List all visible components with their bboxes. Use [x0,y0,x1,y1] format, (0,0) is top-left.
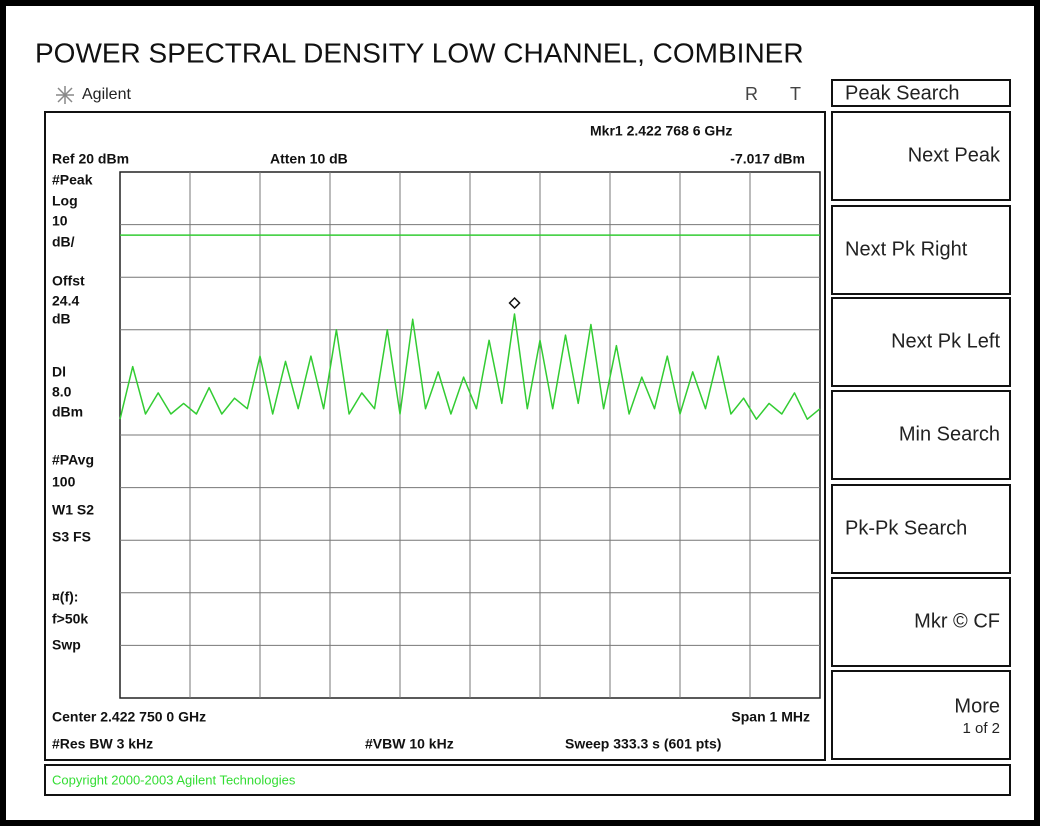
page-title: POWER SPECTRAL DENSITY LOW CHANNEL, COMB… [35,37,804,68]
softkey[interactable] [831,111,1011,201]
marker-diamond [508,296,521,310]
side-label: f>50k [52,611,88,627]
softkey-label: Min Search [899,423,1000,445]
softkey-label: Next Pk Right [845,238,968,260]
softkey-title-box [831,79,1011,107]
side-label: Offst [52,273,85,289]
softkey-label: Next Pk Left [891,330,1000,352]
side-label: ¤(f): [52,589,78,605]
softkey[interactable] [831,577,1011,667]
softkey[interactable] [831,297,1011,387]
softkey[interactable] [831,484,1011,574]
side-label: dB/ [52,234,75,250]
side-label: dB [52,311,71,327]
trace [119,313,821,420]
softkey-label: Mkr © CF [914,610,1000,632]
vbw: #VBW 10 kHz [365,736,454,752]
ref-level: Ref 20 dBm [52,151,129,167]
side-label: S3 FS [52,529,91,545]
side-label: 10 [52,213,68,229]
side-label: 24.4 [52,293,79,309]
softkey[interactable] [831,390,1011,480]
agilent-logo [56,86,74,104]
indicator: R [745,84,758,104]
span: Span 1 MHz [731,709,810,725]
side-label: W1 S2 [52,502,94,518]
side-label: 100 [52,474,76,490]
softkey-label: Pk-Pk Search [845,517,967,539]
side-label: Dl [52,364,66,380]
brand: Agilent [82,86,131,103]
attenuation: Atten 10 dB [270,151,348,167]
side-label: dBm [52,404,83,420]
softkey-label: Next Peak [908,144,1001,166]
softkey[interactable] [831,205,1011,295]
sweep: Sweep 333.3 s (601 pts) [565,736,721,752]
res-bw: #Res BW 3 kHz [52,736,153,752]
marker-level: -7.017 dBm [730,151,805,167]
side-label: #Peak [52,172,93,188]
status-bar [44,764,1011,796]
softkey[interactable] [831,670,1011,760]
softkey-label: More [954,695,1000,717]
copyright: Copyright 2000-2003 Agilent Technologies [52,772,296,787]
side-label: Log [52,193,78,209]
softkey-title: Peak Search [845,82,960,104]
side-label: Swp [52,637,81,653]
softkey-sublabel: 1 of 2 [962,720,1000,737]
marker-readout: Mkr1 2.422 768 6 GHz [590,123,732,139]
side-label: #PAvg [52,452,94,468]
center-freq: Center 2.422 750 0 GHz [52,709,206,725]
side-label: 8.0 [52,384,72,400]
indicator: T [790,84,801,104]
